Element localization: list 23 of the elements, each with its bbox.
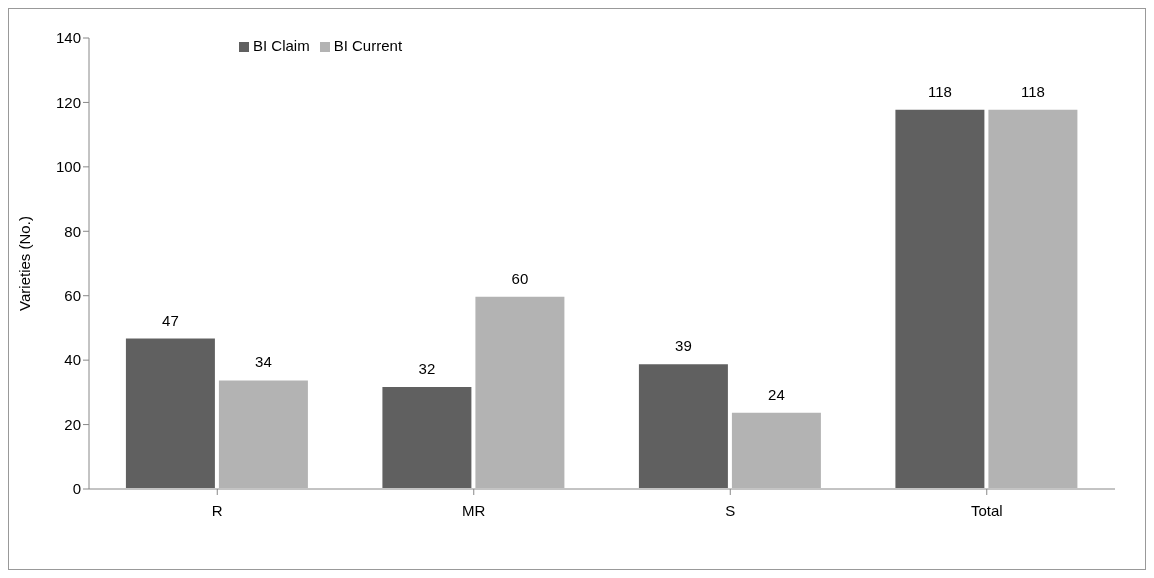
legend-label: BI Claim: [253, 37, 310, 54]
y-tick-label: 60: [64, 287, 81, 305]
y-tick-label: 80: [64, 222, 81, 240]
data-label: 34: [255, 353, 272, 371]
y-tick-label: 140: [55, 29, 81, 47]
x-tick-label: R: [211, 501, 223, 519]
data-label: 47: [162, 311, 179, 329]
data-label: 60: [511, 269, 529, 287]
x-tick-label: Total: [970, 501, 1003, 519]
data-label: 39: [675, 337, 692, 355]
legend-label: BI Current: [333, 37, 403, 54]
data-label: 118: [1020, 82, 1045, 100]
y-tick-label: 0: [72, 480, 81, 498]
x-tick-label: MR: [462, 501, 486, 519]
data-label: 118: [927, 82, 952, 100]
y-tick-label: 120: [55, 93, 81, 111]
y-tick-label: 100: [55, 158, 81, 176]
data-label: 24: [768, 385, 785, 403]
y-tick-label: 20: [64, 415, 81, 433]
x-tick-label: S: [725, 501, 736, 519]
y-axis-title: Varieties (No.): [16, 216, 34, 311]
data-label: 32: [418, 359, 436, 377]
y-tick-label: 40: [64, 351, 81, 369]
